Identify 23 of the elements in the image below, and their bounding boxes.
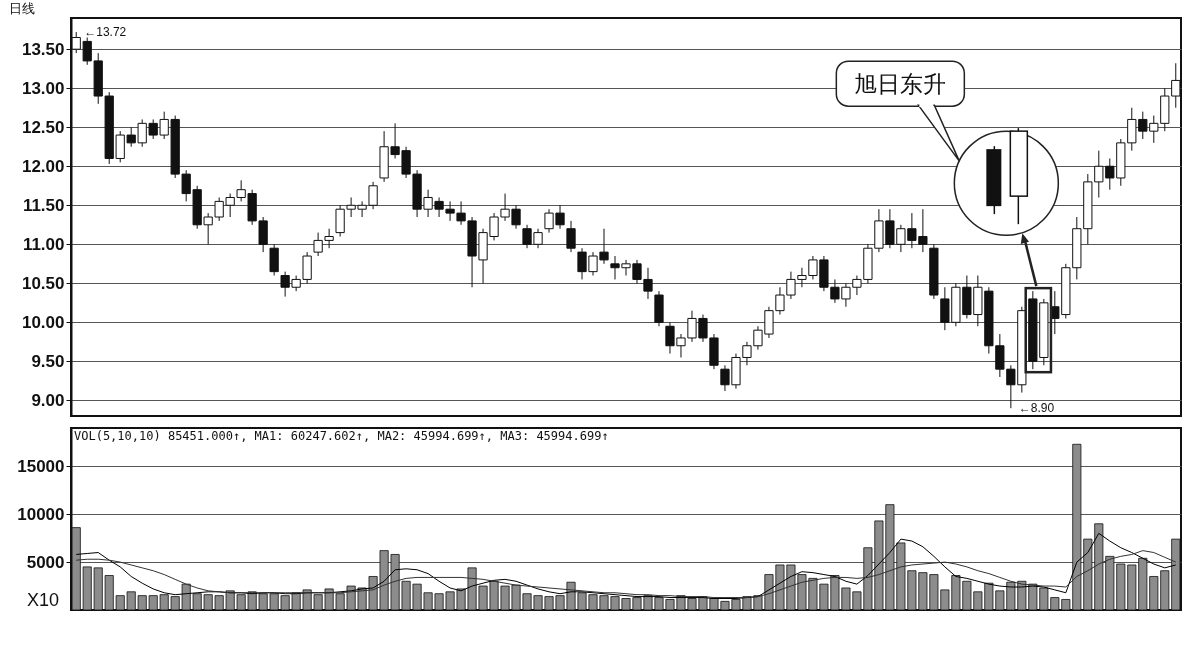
- y-tick-label: 9.00: [31, 390, 65, 410]
- y-tick-label: 10.00: [21, 312, 65, 332]
- y-tick-label: 12.50: [21, 117, 65, 137]
- y-tick-label: 5000: [26, 552, 65, 572]
- y-tick-label: 10000: [17, 504, 65, 524]
- y-tick-label: 13.00: [21, 78, 65, 98]
- y-tick-label: 9.50: [31, 351, 65, 371]
- chart-title: 日线: [9, 1, 35, 16]
- annotation: ←8.90: [1018, 401, 1055, 416]
- candlestick: [566, 220, 576, 253]
- candlestick: [269, 243, 279, 277]
- annotation: ←13.72: [84, 25, 127, 40]
- y-tick-label: 13.50: [21, 39, 65, 59]
- annotation: 旭日东升: [854, 70, 947, 97]
- y-tick-label: 15000: [17, 456, 65, 476]
- y-tick-label: 11.00: [22, 234, 65, 254]
- annotation: VOL(5,10,10) 85451.000↑, MA1: 60247.602↑, MA2: 45994.699↑, MA3: 45994.699↑: [74, 429, 609, 443]
- text: X10: [27, 590, 60, 610]
- line-series: [75, 550, 1177, 599]
- line-series: [75, 532, 1177, 600]
- y-tick-label: 10.50: [21, 273, 65, 293]
- y-tick-label: 11.50: [22, 195, 65, 215]
- y-tick-label: 12.00: [21, 156, 65, 176]
